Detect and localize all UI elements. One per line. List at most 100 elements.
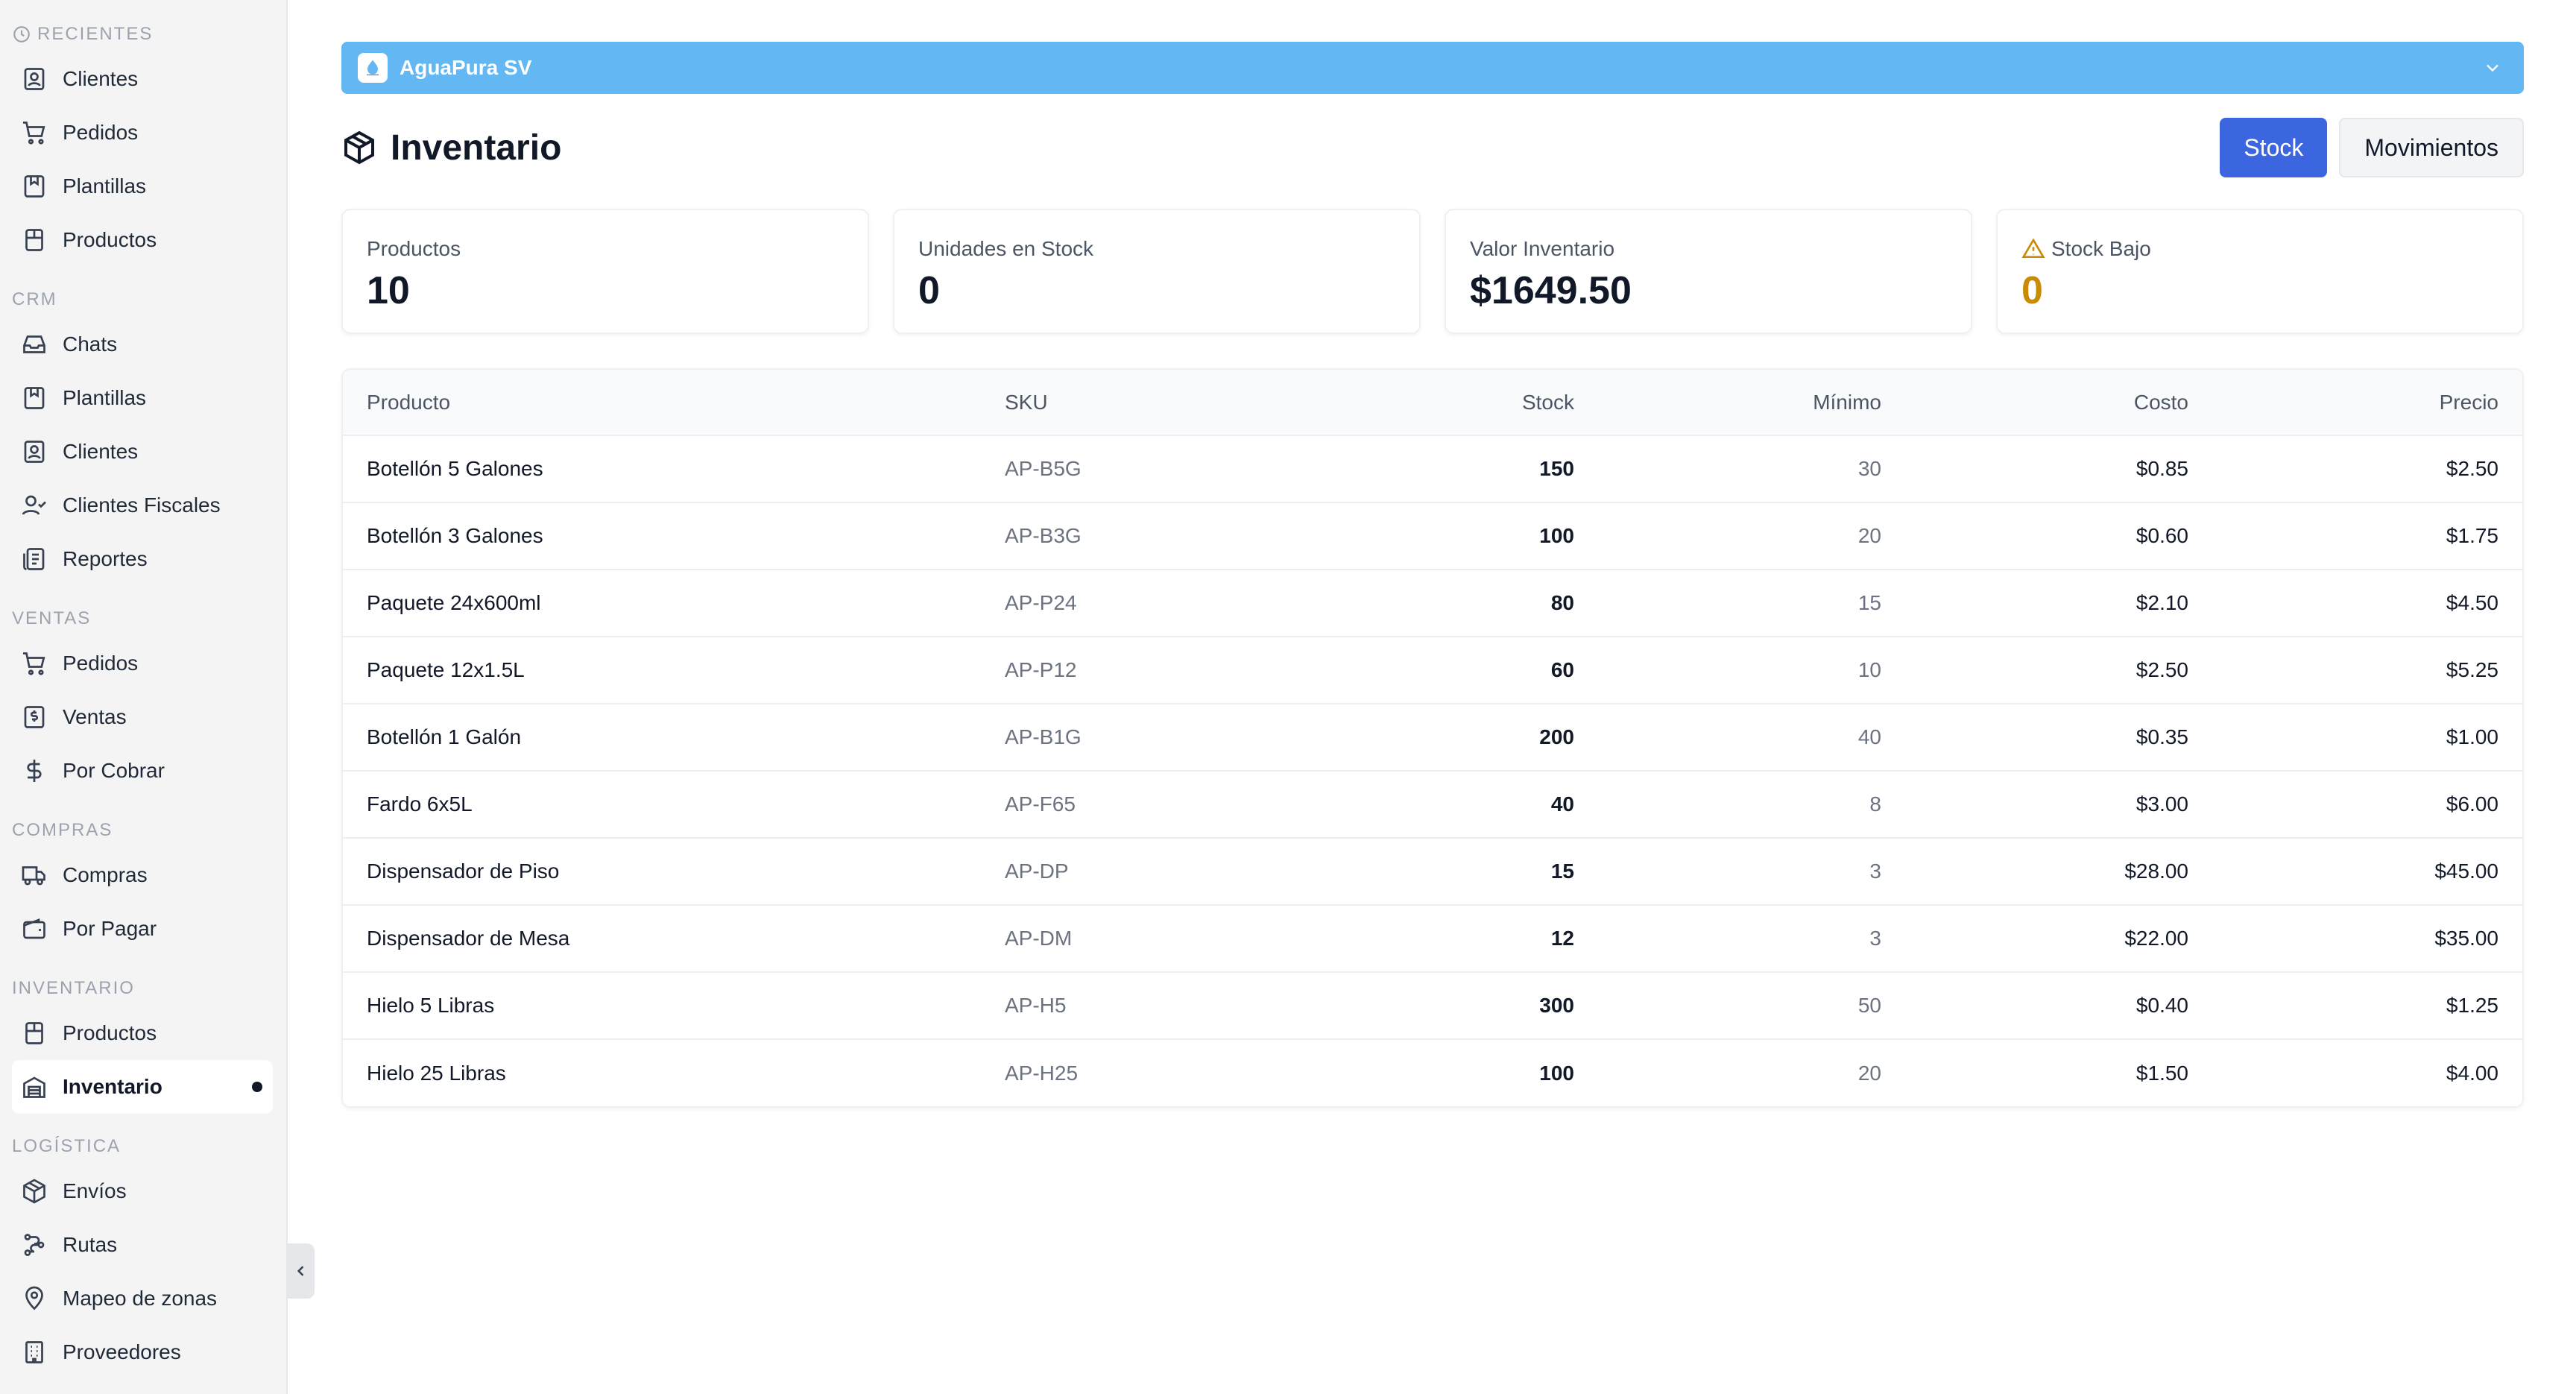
section-label-compras: COMPRAS [12,820,113,840]
cell-precio: $45.00 [2434,860,2498,883]
table-row[interactable]: Dispensador de Mesa AP-DM 12 3 $22.00 $3… [343,905,2522,972]
cell-minimo: 10 [1857,658,1881,681]
inventory-table: Producto SKU Stock Mínimo Costo Precio B… [343,370,2522,1106]
sidebar-item-pedidos-ventas[interactable]: Pedidos [12,637,273,690]
cell-minimo: 3 [1869,927,1881,950]
building-icon [25,1341,43,1363]
cell-costo: $0.35 [2135,725,2188,748]
cell-producto: Dispensador de Mesa [367,927,570,950]
cell-precio: $4.50 [2446,591,2498,614]
stat-card-productos: Productos 10 [341,209,869,334]
cell-minimo: 30 [1857,457,1881,480]
sidebar-item-proveedores[interactable]: Proveedores [12,1325,273,1379]
sidebar-item-label: Clientes Fiscales [63,493,221,517]
package-icon [23,1179,45,1204]
tab-movimientos[interactable]: Movimientos [2339,118,2524,177]
sidebar-item-clientes-crm[interactable]: Clientes [12,425,273,479]
cell-costo: $1.50 [2135,1061,2188,1085]
table-row[interactable]: Paquete 24x600ml AP-P24 80 15 $2.10 $4.5… [343,570,2522,637]
sidebar-item-label: Clientes [63,440,139,463]
column-header-stock[interactable]: Stock [1521,390,1574,414]
table-row[interactable]: Dispensador de Piso AP-DP 15 3 $28.00 $4… [343,838,2522,905]
table-row[interactable]: Hielo 25 Libras AP-H25 100 20 $1.50 $4.0… [343,1039,2522,1106]
sidebar-item-compras[interactable]: Compras [12,848,273,902]
section-label-recientes: RECIENTES [12,16,273,52]
sidebar-item-mapeo-de-zonas[interactable]: Mapeo de zonas [12,1272,273,1325]
sidebar-item-clientes-fiscales[interactable]: Clientes Fiscales [12,479,273,532]
table-row[interactable]: Paquete 12x1.5L AP-P12 60 10 $2.50 $5.25 [343,637,2522,704]
cell-minimo: 20 [1857,524,1881,547]
tab-stock[interactable]: Stock [2220,118,2328,177]
stat-card-valor: Valor Inventario $1649.50 [1445,209,1972,334]
cell-minimo: 40 [1857,725,1881,748]
sidebar-item-pedidos[interactable]: Pedidos [12,106,273,160]
cell-sku: AP-DP [1005,860,1069,883]
cell-producto: Botellón 5 Galones [367,457,543,480]
map-pin-icon [25,1286,43,1311]
page-header: Inventario Stock Movimientos [341,118,2524,177]
wallet-icon [23,918,45,939]
sidebar-item-label: Productos [63,1021,157,1044]
cell-producto: Hielo 5 Libras [367,994,495,1017]
table-row[interactable]: Botellón 3 Galones AP-B3G 100 20 $0.60 $… [343,502,2522,570]
cell-costo: $3.00 [2135,792,2188,816]
package-icon [344,130,374,165]
stat-label: Unidades en Stock [918,237,1094,260]
sidebar-item-plantillas-crm[interactable]: Plantillas [12,371,273,425]
sidebar-item-envios[interactable]: Envíos [12,1164,273,1218]
sidebar-item-ventas[interactable]: Ventas [12,690,273,744]
cell-precio: $1.25 [2446,994,2498,1017]
sidebar-item-inventario[interactable]: Inventario [12,1060,273,1114]
sidebar-item-reportes[interactable]: Reportes [12,532,273,586]
sidebar-item-plantillas[interactable]: Plantillas [12,160,273,213]
sidebar-item-clientes[interactable]: Clientes [12,52,273,106]
table-row[interactable]: Fardo 6x5L AP-F65 40 8 $3.00 $6.00 [343,771,2522,838]
cell-precio: $4.00 [2446,1061,2498,1085]
bookmark-book-icon [24,175,45,198]
stat-value: 0 [918,269,940,312]
sidebar-item-rutas[interactable]: Rutas [12,1218,273,1272]
sidebar-item-label: Por Pagar [63,917,157,940]
sidebar: RECIENTES Clientes Pedidos Plantillas Pr… [0,0,288,1394]
cell-minimo: 50 [1857,994,1881,1017]
cart-icon [23,652,45,675]
chevron-down-icon [2487,64,2498,72]
cell-sku: AP-DM [1005,927,1073,950]
cell-sku: AP-F65 [1005,792,1076,816]
column-header-minimo[interactable]: Mínimo [1813,390,1881,414]
stat-label: Stock Bajo [2051,237,2151,260]
table-row[interactable]: Hielo 5 Libras AP-H5 300 50 $0.40 $1.25 [343,972,2522,1039]
cell-precio: $2.50 [2446,457,2498,480]
column-header-precio[interactable]: Precio [2439,390,2498,414]
cell-costo: $0.85 [2135,457,2188,480]
organization-selector[interactable]: AguaPura SV [341,42,2524,94]
stats-cards: Productos 10 Unidades en Stock 0 Valor I… [341,209,2524,334]
cell-sku: AP-H25 [1005,1061,1079,1085]
product-icon [25,1022,43,1044]
sidebar-item-productos-inv[interactable]: Productos [12,1006,273,1060]
section-label-ventas: VENTAS [12,608,92,628]
cell-stock: 12 [1550,927,1574,950]
truck-icon [22,866,45,886]
sidebar-item-por-pagar[interactable]: Por Pagar [12,902,273,956]
cell-sku: AP-P12 [1005,658,1077,681]
cell-costo: $2.10 [2135,591,2188,614]
cell-sku: AP-B5G [1005,457,1082,480]
section-label-inventario: INVENTARIO [12,978,135,998]
column-header-sku[interactable]: SKU [1005,390,1048,414]
cell-producto: Paquete 24x600ml [367,591,541,614]
sidebar-item-por-cobrar[interactable]: Por Cobrar [12,744,273,798]
column-header-costo[interactable]: Costo [2133,390,2188,414]
table-row[interactable]: Botellón 5 Galones AP-B5G 150 30 $0.85 $… [343,435,2522,502]
table-row[interactable]: Botellón 1 Galón AP-B1G 200 40 $0.35 $1.… [343,704,2522,771]
sidebar-item-chats[interactable]: Chats [12,318,273,371]
column-header-producto[interactable]: Producto [367,390,451,414]
receipt-icon [24,706,45,728]
main-content: AguaPura SV Inventario Stock Movimientos… [341,42,2524,1108]
cell-sku: AP-H5 [1005,994,1067,1017]
sidebar-item-label: Por Cobrar [63,759,165,782]
sidebar-item-productos[interactable]: Productos [12,213,273,267]
section-label-crm: CRM [12,289,57,309]
chevron-left-icon [297,1266,304,1276]
sidebar-collapse-button[interactable] [288,1243,315,1299]
